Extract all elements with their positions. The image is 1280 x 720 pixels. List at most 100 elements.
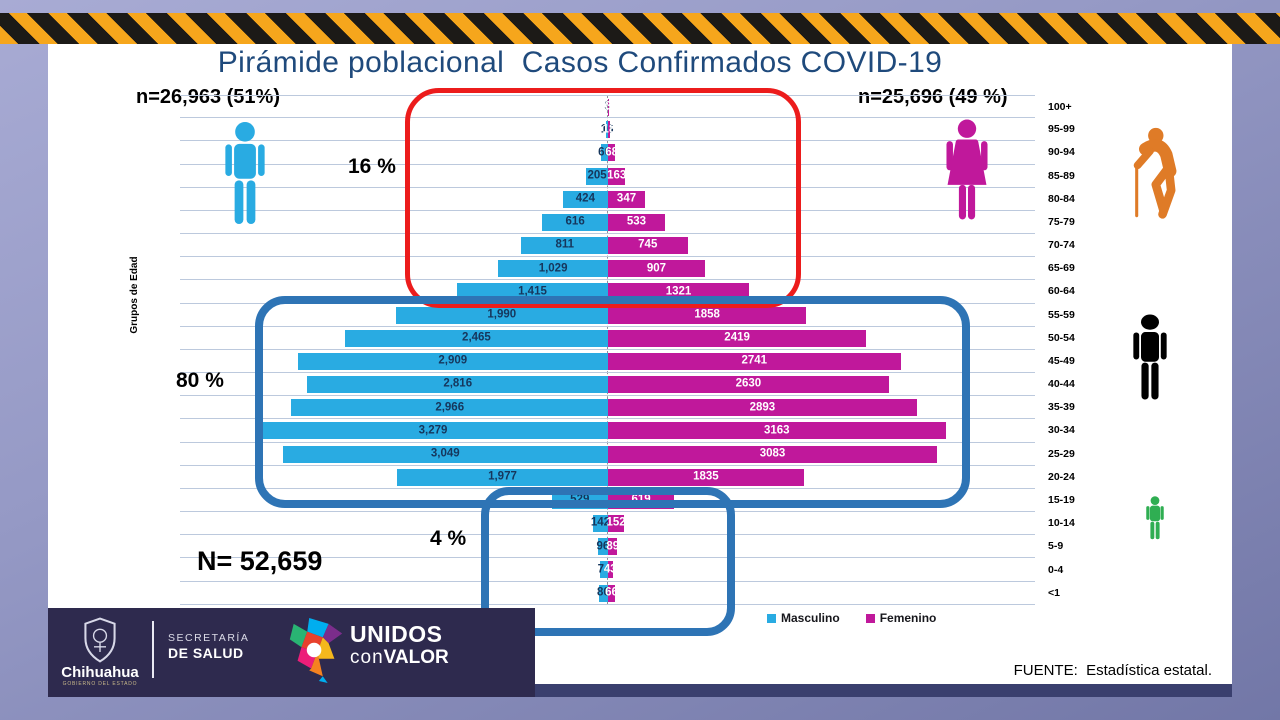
annotation-child-pct: 4 %: [430, 527, 467, 550]
male-bar: 142: [590, 515, 611, 533]
female-bar-label: 619: [631, 493, 651, 506]
age-group-label: 85-89: [1048, 169, 1075, 182]
age-group-label: 100+: [1048, 100, 1072, 113]
age-group-label: 40-44: [1048, 378, 1075, 391]
male-bar: 3,279: [258, 422, 608, 440]
male-bar-label: 205: [587, 169, 607, 182]
female-bar: 1858: [608, 306, 807, 324]
age-group-label: 75-79: [1048, 215, 1075, 228]
male-bar: 86: [597, 584, 610, 602]
pyramid-row: 2,465 2419 50-54: [180, 327, 1075, 350]
age-group-label: 55-59: [1048, 308, 1075, 321]
age-group-label: 15-19: [1048, 494, 1075, 506]
female-bar: 2630: [608, 376, 889, 394]
female-bar: 68: [605, 144, 619, 162]
male-bar: 1,990: [395, 306, 608, 324]
age-group-label: 0-4: [1048, 563, 1064, 576]
age-group-label: 5-9: [1048, 540, 1064, 553]
female-bar: 3: [605, 99, 611, 116]
pyramid-row: 811 745 70-74: [180, 234, 1075, 258]
female-bar-label: 2630: [735, 377, 762, 390]
source-label: FUENTE: Estadística estatal.: [1013, 662, 1212, 679]
male-bar-label: 1,977: [488, 470, 517, 483]
age-group-label: 65-69: [1048, 262, 1075, 275]
footer-con-text: con: [350, 647, 384, 668]
pyramid-row: 142 152 10-14: [180, 512, 1075, 536]
female-bar-label: 3163: [764, 423, 790, 436]
female-bar-label: 2893: [749, 400, 776, 413]
highlight-box-elderly: [405, 88, 801, 308]
pyramid-row: 1,990 1858 55-59: [180, 304, 1075, 327]
pyramid-row: 96 89 5-9: [180, 535, 1063, 559]
elderly-cane-icon: [1133, 127, 1177, 219]
female-bar-label: 1321: [665, 284, 692, 297]
female-total-label: n=25,696 (49 %): [858, 86, 1008, 108]
male-bar: 3,049: [282, 445, 608, 463]
female-bar-label: 2741: [741, 354, 768, 367]
age-group-label: 35-39: [1048, 401, 1075, 414]
male-bar-label: 1,990: [487, 308, 517, 321]
male-bar-label: 142: [590, 516, 611, 529]
age-group-label: 30-34: [1048, 424, 1075, 437]
center-axis-line: [607, 90, 608, 605]
female-bar: 66: [605, 584, 618, 602]
male-bar-label: 3: [605, 101, 611, 114]
footer-unidos-text: UNIDOS: [350, 621, 443, 647]
footer-secretaria-line2: DE SALUD: [168, 645, 244, 661]
age-group-label: 95-99: [1048, 123, 1075, 136]
chart-legend: Masculino Femenino: [767, 611, 936, 625]
age-group-label: 25-29: [1048, 447, 1075, 460]
age-group-label: 90-94: [1048, 146, 1075, 159]
female-bar: 163: [607, 167, 627, 185]
male-bar-label: 2,966: [435, 400, 465, 413]
age-group-label: 70-74: [1048, 239, 1075, 252]
female-bar: 89: [606, 538, 620, 556]
legend-item-male: Masculino: [767, 611, 840, 625]
male-bar: 16: [601, 121, 614, 139]
male-bar-label: 96: [596, 539, 610, 552]
pyramid-row: 424 347 80-84: [180, 188, 1075, 211]
female-bar-label: 152: [606, 516, 626, 529]
page-title: Pirámide poblacional Casos Confirmados C…: [217, 46, 943, 79]
age-group-label: 45-49: [1048, 354, 1075, 367]
male-bar-label: 2,909: [438, 354, 468, 367]
female-bar-label: 89: [606, 539, 620, 552]
pyramid-chart: 33100+161895-99666890-9420516385-8942434…: [180, 90, 1075, 605]
male-total-label: n=26,963 (51%): [136, 86, 280, 108]
female-bar-label: 907: [646, 261, 666, 274]
male-bar-label: 3,049: [430, 447, 460, 460]
male-bar: 3: [605, 99, 611, 116]
male-bar-label: 16: [601, 123, 614, 136]
male-bar: 616: [542, 213, 608, 231]
age-group-label: 20-24: [1048, 470, 1075, 483]
male-bar: 2,909: [297, 352, 608, 370]
footer-valor-text: VALOR: [383, 647, 449, 668]
female-bar-label: 347: [616, 192, 637, 205]
child-figure-icon: [1146, 496, 1164, 540]
pyramid-row: 86 66 <1: [180, 582, 1060, 605]
female-bar-label: 18: [602, 122, 616, 135]
hazard-stripe-banner: [0, 13, 1280, 44]
pyramid-row: 66 68 90-94: [180, 141, 1075, 165]
pyramid-row: 2,966 2893 35-39: [180, 396, 1075, 420]
male-figure-icon: [225, 122, 265, 224]
female-bar: 18: [603, 121, 615, 139]
male-bar-label: 1,415: [518, 284, 547, 297]
pyramid-row: 2,909 2741 45-49: [180, 350, 1075, 374]
female-bar-label: 68: [605, 145, 619, 158]
male-bar-label: 811: [555, 238, 574, 251]
highlight-box-adults: [255, 296, 970, 508]
footer-divider: [152, 621, 154, 678]
male-bar: 2,465: [344, 329, 608, 347]
footer-state-subtitle: GOBIERNO DEL ESTADO: [62, 681, 138, 687]
pyramid-row: 616 533 75-79: [180, 211, 1075, 235]
male-bar-label: 86: [597, 586, 610, 599]
female-bar-label: 2419: [724, 331, 750, 344]
age-group-label: <1: [1048, 586, 1060, 599]
female-bar: 2419: [608, 329, 867, 347]
pyramid-row: 1618 95-99: [180, 118, 1075, 142]
age-group-label: 50-54: [1048, 331, 1075, 344]
footer-secretaria-line1: SECRETARÍA: [168, 632, 250, 644]
female-bar-label: 163: [607, 169, 627, 182]
